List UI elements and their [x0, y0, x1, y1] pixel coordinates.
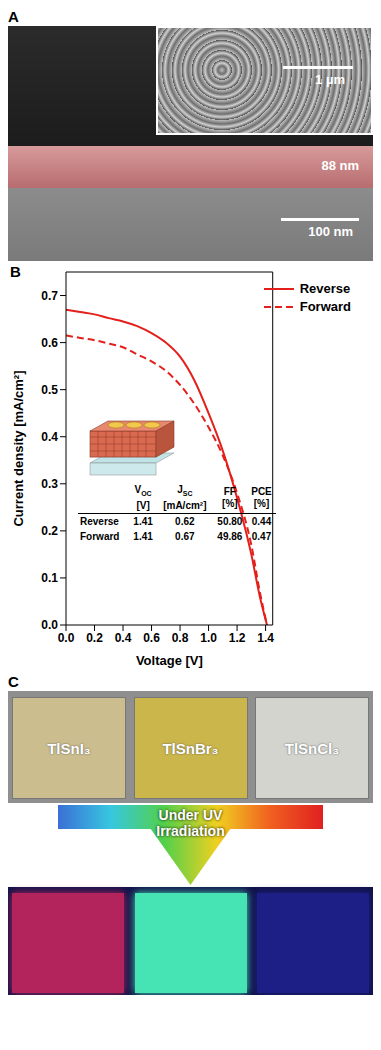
- html-text:TlSnI₃: TlSnI₃: [47, 739, 91, 757]
- html-text:1.41: 1.41: [133, 531, 153, 542]
- html-text:[mA/cm²]: [mA/cm²]: [163, 500, 207, 511]
- html-text:[V]: [V]: [136, 500, 150, 511]
- html-text:50.80: 50.80: [217, 516, 243, 527]
- svg-text:0.6: 0.6: [41, 336, 58, 350]
- html-text:49.86: 49.86: [217, 531, 243, 542]
- html-text:1 µm: 1 µm: [315, 72, 345, 87]
- html-text:0.62: 0.62: [175, 516, 195, 527]
- html-text:Reverse: Reverse: [299, 281, 351, 296]
- html-text:JSC: JSC: [177, 484, 193, 497]
- html-text:A: A: [8, 8, 19, 25]
- html-text:0.44: 0.44: [251, 516, 272, 527]
- html-text:Forward: Forward: [299, 299, 351, 314]
- html-text:PCE: PCE: [251, 486, 272, 497]
- svg-text:0.0: 0.0: [58, 631, 75, 645]
- svg-text:0.3: 0.3: [41, 477, 58, 491]
- svg-text:Voltage [V]: Voltage [V]: [136, 653, 203, 668]
- html-text:B: B: [10, 263, 21, 280]
- svg-text:0.6: 0.6: [143, 631, 160, 645]
- html-text:100 nm: 100 nm: [308, 224, 353, 239]
- html-text:88 nm: 88 nm: [321, 158, 359, 173]
- svg-text:0.4: 0.4: [115, 631, 132, 645]
- html-text:Under UV: Under UV: [158, 807, 223, 823]
- svg-text:0.5: 0.5: [41, 383, 58, 397]
- html-text:VOC: VOC: [134, 484, 152, 497]
- svg-text:0.1: 0.1: [41, 571, 58, 585]
- svg-text:1.0: 1.0: [200, 631, 217, 645]
- html-text:TlSnCl₃: TlSnCl₃: [284, 739, 340, 757]
- svg-text:0.2: 0.2: [41, 524, 58, 538]
- svg-text:0.8: 0.8: [172, 631, 189, 645]
- svg-text:0.0: 0.0: [41, 618, 58, 632]
- html-text:0.67: 0.67: [175, 531, 195, 542]
- svg-text:0.7: 0.7: [41, 289, 58, 303]
- svg-text:Current density [mA/cm²]: Current density [mA/cm²]: [11, 370, 26, 526]
- html-text:TlSnBr₃: TlSnBr₃: [162, 739, 219, 757]
- svg-text:0.4: 0.4: [41, 430, 58, 444]
- html-text:FF: FF: [223, 486, 236, 497]
- html-text:Forward: Forward: [80, 531, 120, 542]
- svg-text:1.2: 1.2: [229, 631, 246, 645]
- html-text:C: C: [8, 673, 19, 690]
- svg-text:1.4: 1.4: [257, 631, 274, 645]
- svg-text:0.2: 0.2: [86, 631, 103, 645]
- html-text:Irradiation: Irradiation: [156, 823, 225, 839]
- html-text:Reverse: Reverse: [80, 516, 119, 527]
- html-text:0.47: 0.47: [251, 531, 272, 542]
- html-text:1.41: 1.41: [133, 516, 153, 527]
